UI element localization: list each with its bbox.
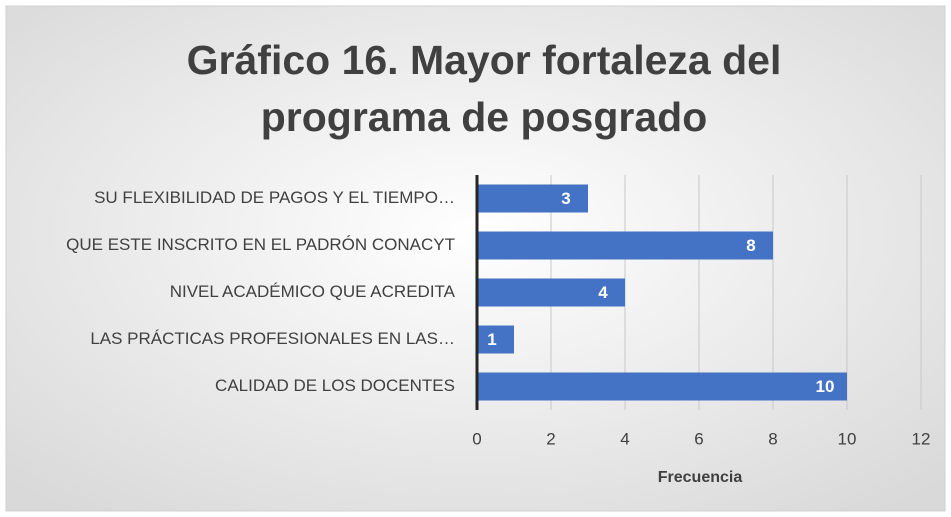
data-label: 1 bbox=[487, 330, 496, 349]
chart-title: Gráfico 16. Mayor fortaleza del programa… bbox=[186, 37, 782, 140]
bar bbox=[477, 325, 514, 354]
x-tick-label: 8 bbox=[768, 429, 777, 448]
x-tick-label: 2 bbox=[546, 429, 555, 448]
bar bbox=[477, 184, 588, 213]
y-tick-label: CALIDAD DE LOS DOCENTES bbox=[215, 376, 455, 395]
y-tick-label: QUE ESTE INSCRITO EN EL PADRÓN CONACYT bbox=[66, 235, 455, 254]
x-tick-label: 10 bbox=[838, 429, 857, 448]
data-label: 3 bbox=[561, 189, 570, 208]
bar bbox=[477, 231, 773, 260]
x-tick-label: 6 bbox=[694, 429, 703, 448]
data-label: 8 bbox=[746, 236, 755, 255]
x-tick-label: 4 bbox=[620, 429, 629, 448]
x-tick-label: 12 bbox=[912, 429, 931, 448]
x-axis-label: Frecuencia bbox=[658, 469, 743, 486]
bar bbox=[477, 372, 847, 401]
bar bbox=[477, 278, 625, 307]
data-label: 4 bbox=[598, 283, 608, 302]
data-label: 10 bbox=[816, 377, 835, 396]
x-tick-label: 0 bbox=[472, 429, 481, 448]
y-tick-label: SU FLEXIBILIDAD DE PAGOS Y EL TIEMPO… bbox=[94, 188, 455, 207]
y-tick-label: NIVEL ACADÉMICO QUE ACREDITA bbox=[170, 282, 456, 301]
y-tick-label: LAS PRÁCTICAS PROFESIONALES EN LAS… bbox=[90, 329, 455, 348]
